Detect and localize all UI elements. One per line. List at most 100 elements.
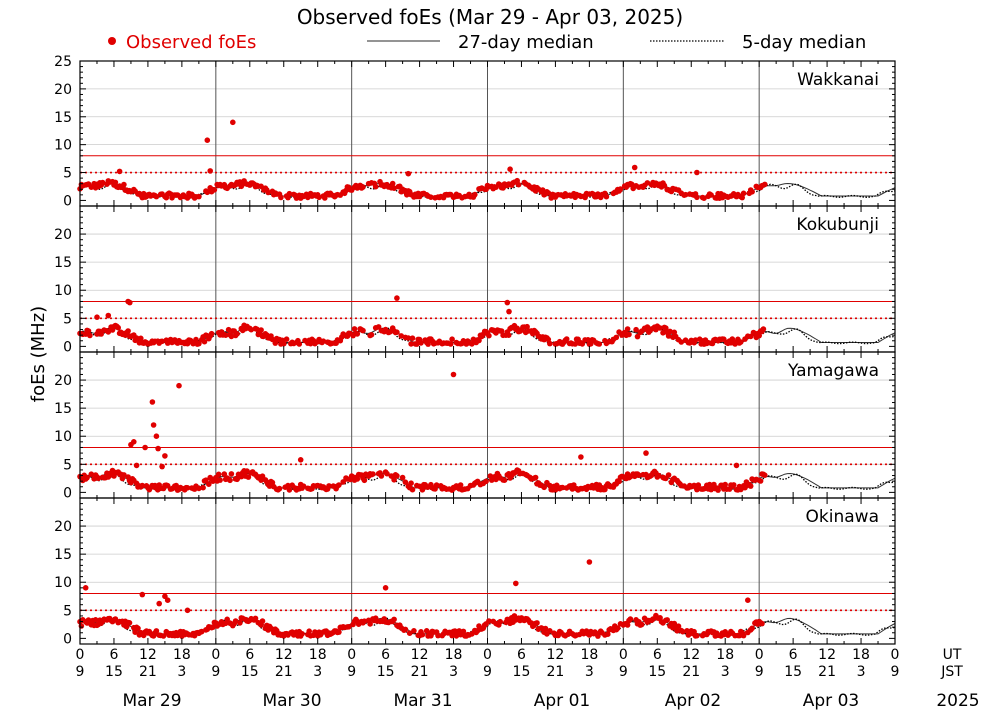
observed-point [486,618,492,624]
date-label: Apr 01 [534,691,590,711]
observed-point [139,591,146,598]
observed-point [228,333,235,340]
observed-point [285,482,291,489]
x-tick-label-jst: 21 [682,664,700,680]
observed-point [661,182,668,189]
observed-point [88,471,95,478]
observed-point [449,336,455,343]
x-unit-label-jst: JST [940,664,963,680]
observed-point [505,332,512,339]
y-tick-label: 0 [63,339,72,355]
observed-point [402,626,409,633]
station-name: Yamagawa [787,361,879,381]
observed-point [663,325,669,331]
observed-point [671,329,678,336]
observed-point [684,628,690,634]
observed-point [133,462,140,469]
observed-point [578,454,584,460]
observed-point [248,326,254,333]
observed-point [234,331,240,337]
x-tick-label-jst: 15 [105,664,123,680]
observed-point [756,332,762,339]
x-tick-label-ut: 18 [716,647,734,663]
observed-point [740,190,747,197]
x-tick-label-ut: 0 [76,647,85,663]
observed-point [391,185,397,191]
observed-point [394,295,400,301]
x-tick-label-jst: 9 [619,664,628,680]
observed-point [372,183,379,190]
x-tick-label-jst: 21 [411,664,429,680]
observed-point [722,481,728,488]
observed-point [278,194,284,201]
x-tick-label-ut: 0 [483,647,492,663]
observed-point [596,341,603,347]
x-tick-label-ut: 12 [275,647,293,663]
legend-observed-label: Observed foEs [126,32,256,53]
observed-point [678,339,685,345]
observed-point [708,192,714,198]
observed-point [497,618,504,625]
observed-point [193,336,199,343]
observed-point [196,193,202,200]
observed-point [204,189,211,196]
x-tick-label-jst: 3 [585,664,594,680]
observed-point [425,341,431,347]
observed-point [685,632,692,638]
observed-point [762,472,768,479]
observed-point [105,312,112,319]
observed-point [127,299,133,306]
x-axis: 0961512211830961512211830961512211830961… [76,647,980,711]
chart-title: Observed foEs (Mar 29 - Apr 03, 2025) [297,5,683,29]
observed-point [749,189,755,195]
observed-point [95,475,102,482]
observed-point [419,487,426,493]
x-tick-label-jst: 15 [377,664,395,680]
observed-point [272,340,279,346]
observed-point [204,137,211,143]
observed-point [201,338,208,345]
observed-point [638,621,645,628]
observed-point [367,621,373,627]
date-label: Apr 03 [803,691,859,711]
x-tick-label-jst: 15 [513,664,531,680]
panels: 0 5 10 15 20 25 Wakkanai 0 5 10 15 20 Kokubunji 0 5 10 1… [54,54,896,647]
observed-point [160,633,167,639]
observed-point [694,194,700,201]
observed-point [190,340,196,347]
observed-point [715,487,721,493]
x-tick-label-jst: 15 [784,664,802,680]
observed-point [411,628,417,634]
x-tick-label-jst: 9 [891,664,900,680]
x-tick-label-ut: 18 [173,647,191,663]
x-tick-label-ut: 6 [109,647,118,663]
observed-point [532,474,539,481]
observed-point [153,628,160,634]
observed-point [655,472,662,479]
observed-point [739,194,745,201]
x-tick-label-jst: 21 [547,664,565,680]
observed-point [153,193,160,200]
y-tick-label: 20 [54,227,72,243]
observed-point [159,338,165,345]
observed-point [286,190,293,197]
observed-point [513,580,519,587]
observed-point [150,422,157,428]
x-tick-label-ut: 6 [245,647,254,663]
observed-point [414,341,420,347]
observed-point [418,340,424,346]
station-name: Kokubunji [796,215,879,235]
observed-point [112,179,119,186]
x-tick-label-jst: 21 [275,664,293,680]
x-tick-label-jst: 3 [313,664,322,680]
observed-point [694,632,700,639]
observed-point [524,323,530,330]
observed-point [498,328,505,334]
observed-point [299,631,305,637]
date-label: Apr 02 [665,691,721,711]
observed-point [757,478,764,484]
station-name: Wakkanai [797,70,879,90]
observed-point [146,486,153,493]
observed-point [740,632,747,639]
